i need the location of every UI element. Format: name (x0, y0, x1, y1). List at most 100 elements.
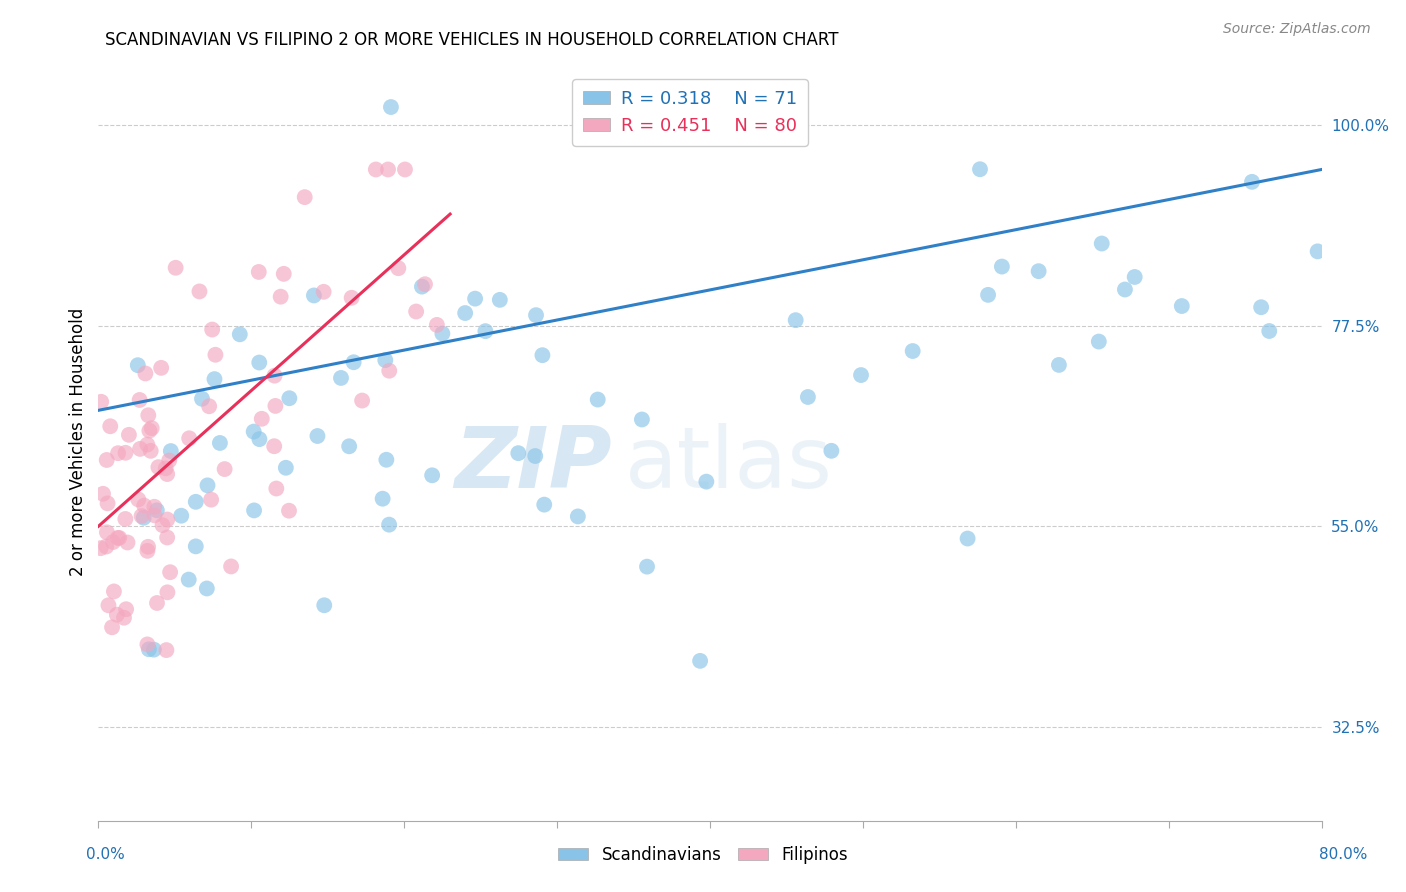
Point (152, 518, 174, 533)
Point (129, 442, 152, 456)
Point (96, 453, 118, 467)
Point (247, 355, 270, 369)
Point (136, 409, 159, 423)
Point (108, 531, 131, 545)
Point (131, 509, 153, 524)
Point (426, 318, 449, 332)
Point (115, 602, 138, 616)
Point (586, 392, 609, 407)
Point (302, 288, 325, 302)
Point (90, 394, 112, 409)
Point (136, 437, 159, 451)
Point (195, 582, 218, 596)
Point (198, 399, 221, 413)
Point (243, 503, 266, 517)
Point (114, 512, 136, 526)
Point (411, 279, 433, 293)
Point (170, 508, 193, 523)
Point (138, 424, 160, 438)
Point (101, 620, 124, 634)
Point (156, 512, 179, 526)
Point (454, 306, 477, 320)
Point (191, 392, 214, 406)
Point (405, 304, 427, 318)
Point (98, 419, 121, 434)
Point (364, 162, 387, 177)
Point (249, 432, 271, 446)
Point (136, 544, 159, 558)
Point (413, 277, 436, 292)
Point (138, 642, 160, 657)
Text: Source: ZipAtlas.com: Source: ZipAtlas.com (1223, 22, 1371, 37)
Point (146, 503, 169, 517)
Point (1028, 264, 1050, 278)
Point (524, 449, 547, 463)
Point (820, 443, 842, 458)
Point (159, 565, 181, 579)
Point (204, 372, 226, 386)
Point (117, 535, 139, 549)
Point (247, 265, 270, 279)
Point (266, 482, 288, 496)
Point (969, 162, 991, 177)
Point (134, 367, 156, 381)
Point (90, 541, 112, 556)
Point (270, 290, 292, 304)
Point (274, 460, 297, 475)
Point (307, 429, 329, 443)
Point (155, 643, 177, 657)
Point (128, 392, 150, 407)
Point (263, 368, 285, 383)
Point (184, 495, 207, 509)
Point (156, 585, 179, 599)
Point (785, 313, 807, 327)
Point (177, 573, 200, 587)
Point (977, 288, 1000, 302)
Point (242, 425, 264, 439)
Point (531, 348, 554, 362)
Y-axis label: 2 or more Vehicles in Household: 2 or more Vehicles in Household (69, 308, 87, 575)
Point (371, 491, 394, 506)
Point (1123, 270, 1146, 285)
Point (901, 344, 924, 359)
Point (375, 452, 398, 467)
Point (1240, 175, 1263, 189)
Point (377, 162, 399, 177)
Point (136, 637, 159, 651)
Point (136, 540, 159, 554)
Point (312, 285, 335, 299)
Point (204, 348, 226, 362)
Point (250, 411, 273, 425)
Point (337, 439, 360, 453)
Point (314, 599, 336, 613)
Point (273, 267, 295, 281)
Point (146, 596, 169, 610)
Point (200, 492, 222, 507)
Point (631, 412, 654, 426)
Point (567, 509, 589, 524)
Point (219, 559, 242, 574)
Point (695, 475, 717, 489)
Point (148, 460, 170, 475)
Text: atlas: atlas (624, 423, 832, 506)
Point (141, 421, 163, 435)
Point (340, 291, 363, 305)
Point (101, 535, 124, 549)
Point (112, 611, 135, 625)
Point (197, 478, 219, 492)
Point (849, 368, 872, 382)
Point (1047, 358, 1070, 372)
Point (508, 446, 530, 460)
Text: 0.0%: 0.0% (86, 847, 125, 862)
Point (278, 504, 301, 518)
Point (380, 100, 402, 114)
Point (139, 443, 162, 458)
Point (127, 358, 149, 372)
Point (689, 654, 711, 668)
Point (156, 467, 179, 481)
Point (103, 584, 125, 599)
Point (1091, 236, 1114, 251)
Point (179, 431, 201, 445)
Point (636, 559, 658, 574)
Point (107, 531, 129, 545)
